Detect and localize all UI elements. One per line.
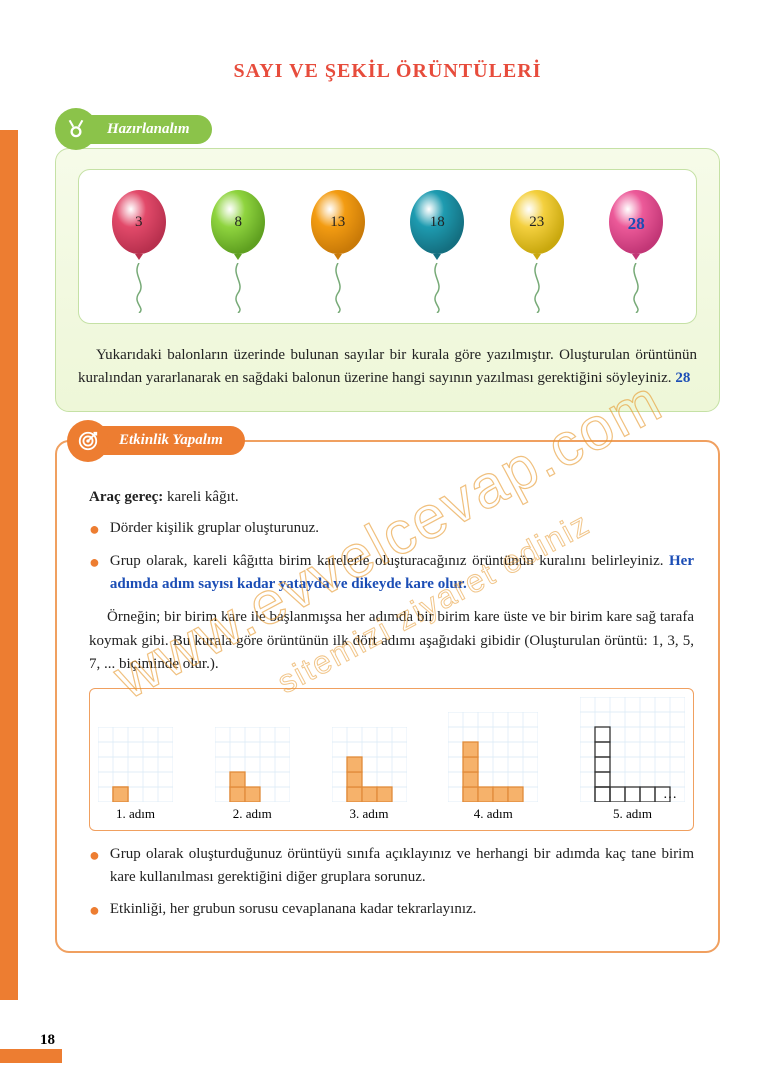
- step-label: 2. adım: [233, 806, 272, 822]
- pattern-step: 4. adım: [448, 712, 538, 822]
- bullet-item: ● Dörder kişilik gruplar oluşturunuz.: [89, 517, 694, 542]
- page-title: SAYI VE ŞEKİL ÖRÜNTÜLERİ: [55, 60, 720, 83]
- balloon-value: 23: [506, 214, 568, 231]
- pattern-frame: 1. adım 2. adım 3. adım 4. adım … 5. adım: [89, 688, 694, 831]
- bullet-icon: ●: [89, 550, 100, 597]
- section2-header: Etkinlik Yapalım: [67, 420, 718, 462]
- pattern-step: 2. adım: [215, 727, 290, 822]
- example-text: Örneğin; bir birim kare ile başlanmışsa …: [89, 606, 694, 676]
- section1-answer: 28: [675, 370, 690, 386]
- pattern-step: 1. adım: [98, 727, 173, 822]
- balloon-value: 13: [307, 214, 369, 231]
- balloon-value: 8: [207, 214, 269, 231]
- target-icon: [67, 420, 109, 462]
- bullet-item: ● Grup olarak, kareli kâğıtta birim kare…: [89, 550, 694, 597]
- balloon-value: 18: [406, 214, 468, 231]
- balloon: 18: [406, 188, 468, 313]
- pattern-step: 3. adım: [332, 727, 407, 822]
- pattern-step: … 5. adım: [580, 697, 685, 822]
- balloon: 3: [108, 188, 170, 313]
- section1-label: Hazırlanalım: [89, 115, 212, 144]
- section1-header: Hazırlanalım: [55, 108, 720, 150]
- section2-box: Etkinlik Yapalım Araç gereç: kareli kâğı…: [55, 440, 720, 953]
- balloon-value: 3: [108, 214, 170, 231]
- step-label: 4. adım: [474, 806, 513, 822]
- step-label: 5. adım: [613, 806, 652, 822]
- section1-box: 3 8: [55, 148, 720, 412]
- left-sidebar: [0, 130, 18, 1000]
- page-number: 18: [40, 1032, 55, 1049]
- balloon: 28: [605, 188, 667, 313]
- section2-label: Etkinlik Yapalım: [101, 426, 245, 455]
- balloon: 23: [506, 188, 568, 313]
- section1-paragraph: Yukarıdaki balonların üzerinde bulunan s…: [78, 344, 697, 391]
- balloon: 8: [207, 188, 269, 313]
- step-label: 1. adım: [116, 806, 155, 822]
- bullet-item: ● Grup olarak oluşturduğunuz örüntüyü sı…: [89, 843, 694, 890]
- balloons-frame: 3 8: [78, 169, 697, 324]
- bullet-icon: ●: [89, 843, 100, 890]
- page-num-bar: [0, 1049, 62, 1063]
- bullet-item: ● Etkinliği, her grubun sorusu cevaplana…: [89, 898, 694, 923]
- svg-text:…: …: [663, 787, 677, 802]
- step-label: 3. adım: [350, 806, 389, 822]
- medal-icon: [55, 108, 97, 150]
- bullet-icon: ●: [89, 898, 100, 923]
- handwritten-answer: Her adımda adım sayısı kadar yatayda ve …: [110, 553, 694, 592]
- tools-line: Araç gereç: kareli kâğıt.: [89, 486, 694, 509]
- balloon: 13: [307, 188, 369, 313]
- bullet-icon: ●: [89, 517, 100, 542]
- balloon-value: 28: [605, 214, 667, 234]
